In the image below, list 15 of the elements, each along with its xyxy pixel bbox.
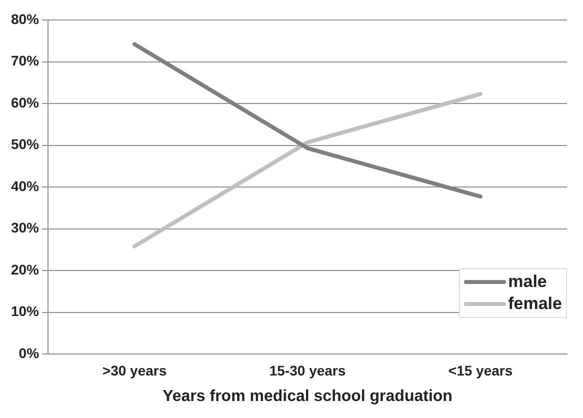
y-tick-label: 80% <box>10 10 40 27</box>
x-axis-title: Years from medical school graduation <box>162 388 452 405</box>
y-tick-label: 20% <box>10 261 40 278</box>
y-tick-label: 0% <box>18 344 40 361</box>
legend-label: female <box>508 293 562 315</box>
x-tick-label: <15 years <box>448 362 513 378</box>
x-tick-label: 15-30 years <box>269 362 346 378</box>
x-tick-label: >30 years <box>102 362 167 378</box>
y-tick-label: 70% <box>10 52 40 69</box>
y-tick-label: 40% <box>10 178 40 194</box>
y-tick-label: 50% <box>10 136 40 152</box>
legend-label: male <box>508 271 547 293</box>
y-tick-label: 60% <box>10 94 40 110</box>
y-tick-label: 10% <box>10 303 40 320</box>
y-tick-label: 30% <box>10 220 40 236</box>
